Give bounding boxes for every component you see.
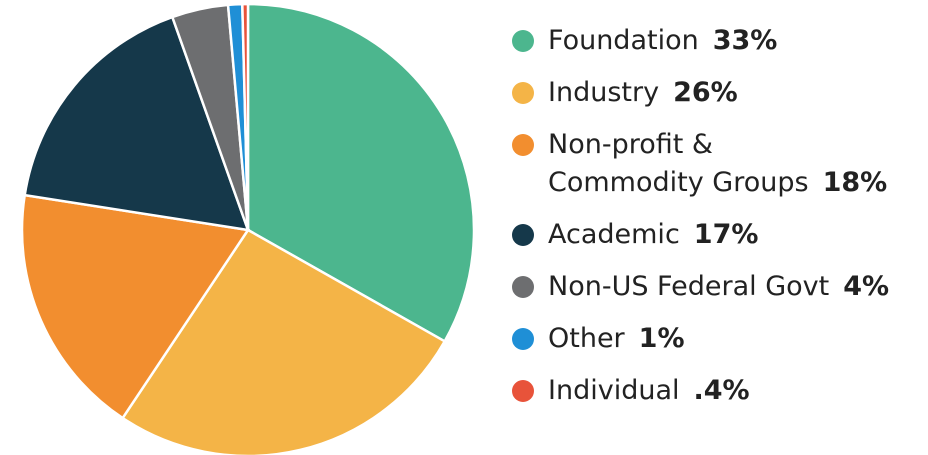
legend-label: Non-profit & Commodity Groups [548,129,809,198]
legend-label: Industry [548,77,660,108]
legend-value: 18% [822,167,888,198]
legend-value: 17% [693,219,759,250]
pie-slice [23,15,250,232]
legend-value: 1% [638,323,685,354]
pie-slice [241,2,250,231]
legend-label: Individual [548,375,680,406]
legend-label: Other [548,323,625,354]
legend-item: Non-US Federal Govt 4% [512,268,889,306]
pie-slice [120,228,447,455]
legend-value: 26% [673,77,738,108]
legend-swatch [512,30,534,52]
pie-slice [20,193,251,420]
legend-label: Non-US Federal Govt [548,271,830,302]
legend-swatch [512,224,534,246]
legend-swatch [512,276,534,298]
legend-swatch [512,328,534,350]
legend-swatch [512,380,534,402]
legend-value: 33% [712,25,778,56]
legend-item: Industry 26% [512,74,889,112]
legend-item: Foundation 33% [512,22,889,60]
legend-swatch [512,134,534,156]
legend-value: 4% [843,271,890,302]
legend-label: Foundation [548,25,699,56]
legend-swatch [512,82,534,104]
legend: Foundation 33% Industry 26% Non-profit & Com… [512,22,889,410]
pie [20,2,476,455]
legend-item: Other 1% [512,320,889,358]
legend-item: Non-profit & Commodity Groups 18% [512,126,889,202]
legend-value: .4% [693,375,750,406]
legend-label: Academic [548,219,680,250]
legend-item: Academic 17% [512,216,889,254]
legend-item: Individual .4% [512,372,889,410]
pie-slice [246,2,476,344]
